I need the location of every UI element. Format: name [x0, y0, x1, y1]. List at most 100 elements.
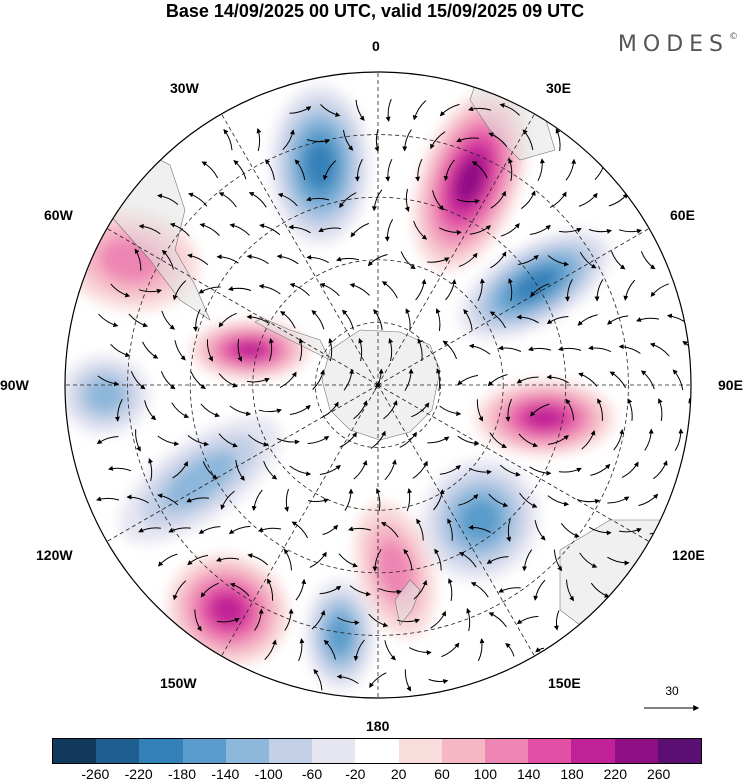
map-disk	[65, 72, 691, 698]
wind-arrow	[174, 340, 186, 361]
wind-arrow	[256, 128, 262, 152]
wind-arrow	[458, 493, 479, 506]
wind-arrow	[559, 227, 582, 233]
wind-arrow	[323, 639, 336, 660]
wind-arrow	[457, 374, 479, 386]
wind-arrow	[353, 459, 368, 480]
wind-arrow	[640, 370, 655, 390]
map-boundary	[64, 71, 692, 699]
wind-arrow	[319, 585, 342, 595]
wind-arrow	[388, 338, 394, 362]
anomaly-contour-level	[513, 269, 557, 301]
wind-arrow	[468, 467, 492, 475]
wind-arrow	[343, 368, 355, 391]
wind-arrow	[432, 190, 445, 211]
wind-arrow	[311, 609, 326, 630]
colorbar-tick-label: -220	[124, 766, 153, 782]
wind-arrow	[435, 308, 441, 331]
wind-arrow	[306, 139, 330, 144]
wind-arrow	[200, 582, 219, 598]
wind-arrow	[477, 278, 485, 302]
wind-arrow	[413, 220, 428, 240]
colorbar	[52, 738, 702, 764]
anomaly-field	[65, 85, 615, 690]
wind-arrow	[276, 253, 299, 265]
wind-arrow	[246, 254, 269, 265]
lon-label-150w: 150W	[160, 675, 197, 691]
wind-arrow	[640, 251, 656, 270]
wind-arrow	[218, 312, 237, 328]
wind-arrow	[322, 160, 337, 181]
wind-arrow	[258, 283, 281, 295]
wind-arrow	[400, 251, 416, 270]
wind-arrow	[187, 554, 209, 566]
wind-arrow	[433, 489, 445, 511]
wind-arrow	[188, 192, 208, 207]
australia	[559, 519, 691, 641]
wind-arrow	[114, 398, 123, 422]
lon-label-120w: 120W	[36, 547, 73, 563]
wind-arrow	[157, 493, 179, 506]
wind-arrow	[597, 398, 603, 421]
anomaly-contour-level	[459, 498, 501, 542]
wind-arrow	[319, 464, 341, 475]
wind-arrow	[169, 222, 190, 237]
wind-arrow	[289, 404, 311, 415]
wind-arrow	[534, 520, 546, 541]
wind-arrow	[576, 499, 600, 504]
wind-arrow	[247, 553, 269, 566]
colorbar-swatch-8	[398, 739, 442, 763]
wind-arrow	[201, 161, 219, 179]
wind-arrow	[443, 159, 455, 182]
wind-arrow	[638, 493, 659, 507]
anomaly-contour-level	[327, 615, 353, 655]
wind-arrow	[138, 223, 161, 235]
wind-arrow	[342, 129, 354, 151]
wind-arrow	[404, 188, 410, 212]
wind-arrow	[172, 280, 187, 301]
wind-arrow	[134, 248, 142, 271]
wind-arrow	[590, 463, 611, 476]
wind-arrow	[279, 311, 296, 329]
positive-anomaly-90e	[475, 380, 615, 456]
wind-arrow	[168, 527, 191, 533]
wind-arrow	[411, 402, 430, 418]
wind-arrow	[607, 315, 629, 325]
modes-logo: MODES©	[618, 32, 738, 57]
lon-label-90w: 90W	[0, 377, 29, 393]
wind-arrow	[384, 459, 397, 481]
wind-arrow	[198, 526, 221, 534]
wind-arrow	[354, 159, 363, 182]
wind-arrow	[160, 371, 176, 390]
wind-arrow	[471, 161, 488, 179]
wind-arrow	[371, 189, 383, 212]
wind-arrow	[506, 518, 512, 542]
wind-arrow	[469, 225, 491, 235]
latitude-circle	[189, 196, 567, 574]
wind-arrow	[200, 403, 221, 418]
wind-arrow	[158, 553, 178, 567]
wind-arrow	[246, 314, 269, 324]
wind-arrow	[235, 459, 245, 481]
wind-arrow	[258, 408, 282, 414]
anomaly-contour-level	[305, 142, 335, 188]
wind-arrow	[442, 340, 458, 359]
wind-arrow	[417, 338, 423, 361]
wind-arrow	[555, 128, 561, 151]
wind-arrow	[456, 198, 480, 204]
wind-arrow	[463, 309, 473, 331]
wind-arrow	[457, 435, 480, 447]
wind-arrow	[216, 254, 239, 264]
wind-arrow	[674, 428, 684, 451]
wind-arrow	[228, 286, 252, 291]
wind-arrow	[283, 548, 292, 571]
wind-arrow	[353, 639, 365, 662]
wind-arrow	[348, 526, 372, 532]
wind-arrow	[218, 192, 237, 208]
wind-arrow	[396, 618, 420, 624]
wind-arrow	[518, 433, 539, 448]
wind-arrow	[263, 460, 278, 480]
latitude-circle	[127, 134, 629, 636]
wind-arrow	[313, 668, 323, 691]
wind-arrow	[672, 369, 684, 390]
